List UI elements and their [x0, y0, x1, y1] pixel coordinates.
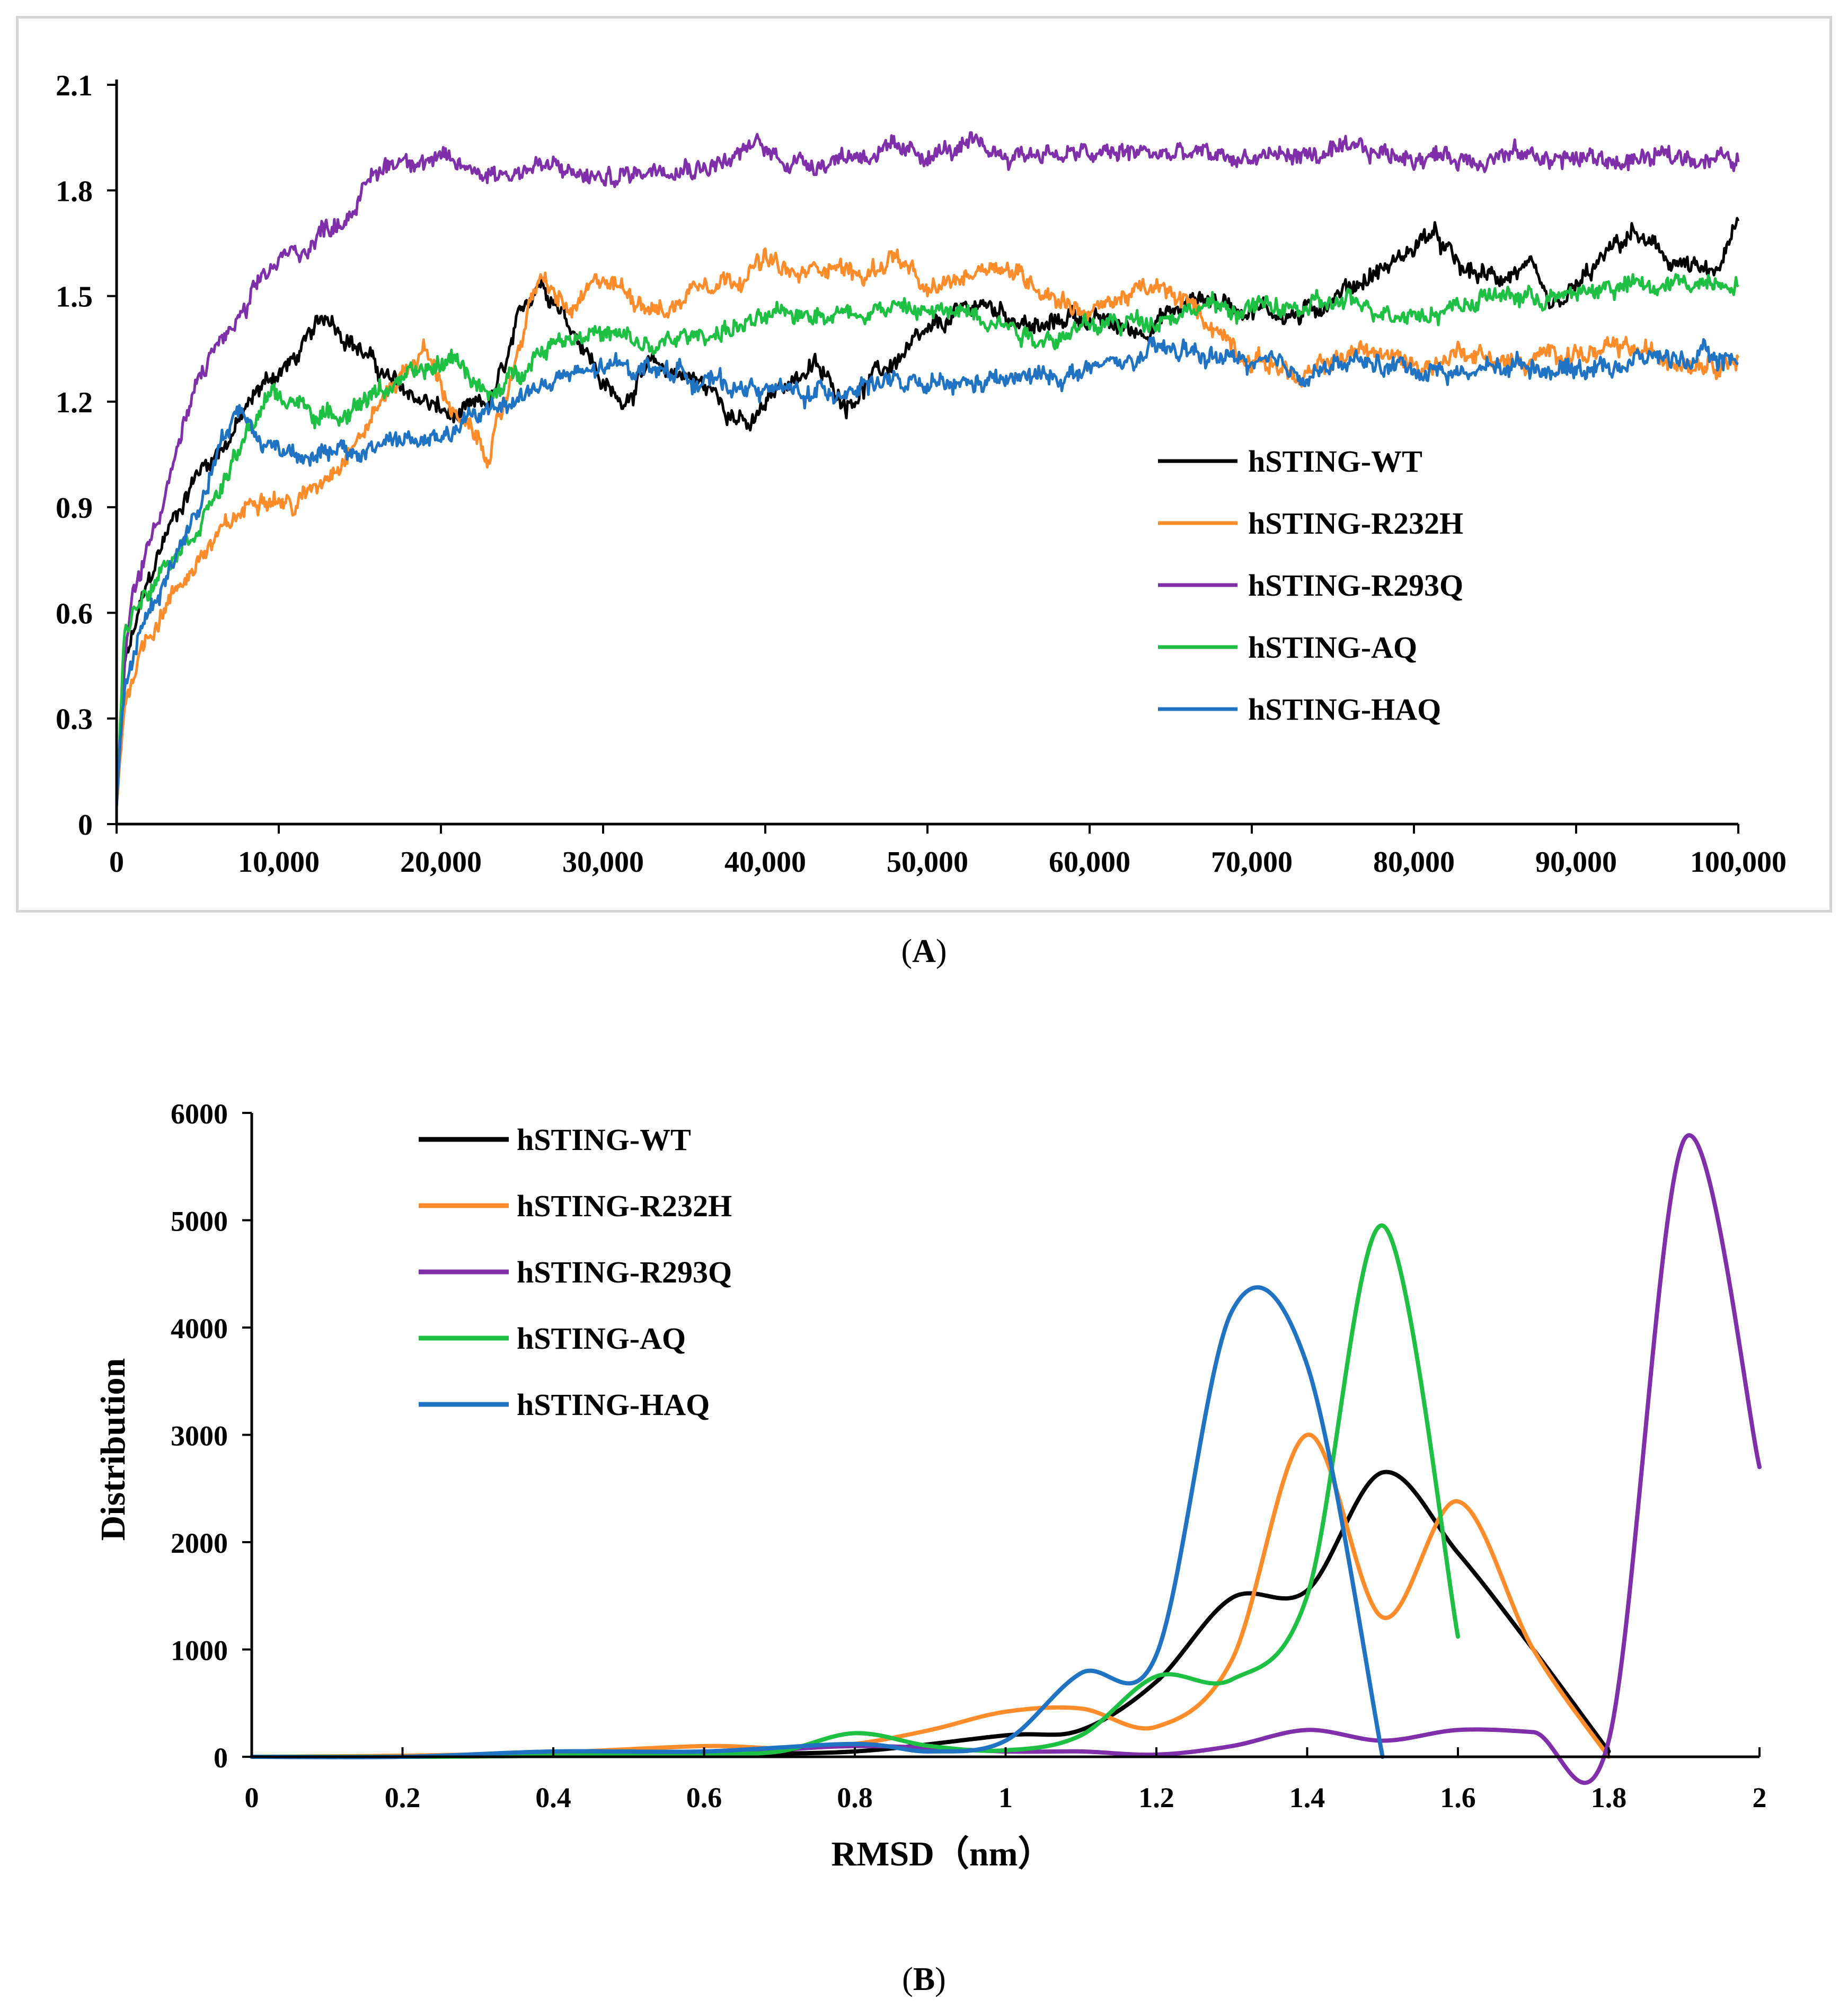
series-curve-hsting-aq	[250, 1223, 1460, 1759]
x-tick-label: 0	[109, 846, 124, 879]
series-curve-hsting-r293q	[250, 1133, 1762, 1785]
legend-label-hsting-r293q: hSTING-R293Q	[517, 1255, 732, 1289]
x-tick-label: 80,000	[1373, 846, 1455, 879]
x-tick-label: 0.4	[535, 1782, 571, 1814]
x-tick-label: 10,000	[238, 846, 320, 879]
y-tick-label: 0.9	[56, 492, 93, 525]
x-tick-label: 0.6	[686, 1782, 722, 1814]
legend-label-hsting-haq: hSTING-HAQ	[517, 1387, 710, 1422]
x-tick-label: 1	[998, 1782, 1013, 1814]
legend-label-hsting-r232h: hSTING-R232H	[517, 1189, 732, 1223]
y-tick-label: 5000	[171, 1206, 228, 1237]
series-curve-hsting-wt	[250, 1470, 1611, 1759]
x-tick-label: 30,000	[562, 846, 644, 879]
legend-label-hsting-r293q: hSTING-R293Q	[1248, 568, 1463, 603]
legend-label-hsting-aq: hSTING-AQ	[1248, 630, 1417, 665]
x-tick-label: 0.2	[385, 1782, 421, 1814]
series-line-hsting-r293q	[115, 131, 1740, 807]
panel-a-frame	[16, 16, 1832, 913]
x-axis-title: RMSD（nm）	[831, 1834, 1053, 1873]
y-tick-label: 2.1	[56, 69, 93, 102]
y-axis-title: Distribution	[94, 1358, 132, 1541]
y-tick-label: 2000	[171, 1527, 228, 1559]
y-tick-label: 1.2	[56, 386, 93, 419]
legend-label-hsting-r232h: hSTING-R232H	[1248, 506, 1463, 541]
x-tick-label: 60,000	[1049, 846, 1130, 879]
x-tick-label: 1.4	[1289, 1782, 1325, 1814]
x-tick-label: 40,000	[724, 846, 806, 879]
y-tick-label: 6000	[171, 1098, 228, 1130]
y-tick-label: 0.6	[56, 597, 93, 630]
x-tick-label: 100,000	[1690, 846, 1787, 879]
x-tick-label: 1.2	[1138, 1782, 1174, 1814]
x-tick-label: 0.8	[837, 1782, 873, 1814]
y-tick-label: 0	[78, 809, 93, 842]
caption-b: (B)	[902, 1961, 946, 1997]
series-curve-hsting-haq	[250, 1285, 1385, 1759]
legend-label-hsting-aq: hSTING-AQ	[517, 1321, 686, 1356]
y-tick-label: 0.3	[56, 703, 93, 736]
x-tick-label: 1.6	[1440, 1782, 1476, 1814]
y-tick-label: 1.8	[56, 175, 93, 208]
chart-b: 0 1000 2000 3000 4000 5000 6000 0 0.2 0.4 0.6 0.8 1 1…	[94, 1098, 1767, 1873]
legend-label-hsting-haq: hSTING-HAQ	[1248, 692, 1441, 727]
x-tick-label: 0	[245, 1782, 259, 1814]
x-tick-label: 1.8	[1591, 1782, 1627, 1814]
caption-a: (A)	[901, 933, 947, 969]
x-tick-label: 70,000	[1211, 846, 1293, 879]
y-tick-label: 1.5	[56, 281, 93, 314]
y-tick-label: 3000	[171, 1420, 228, 1452]
chart-a: 0 0.3 0.6 0.9 1.2 1.5 1.8 2.1 0 10,000 20,000 30,00…	[56, 69, 1787, 879]
series-line-hsting-wt	[115, 217, 1740, 807]
y-tick-label: 1000	[171, 1635, 228, 1667]
y-tick-label: 4000	[171, 1313, 228, 1344]
x-tick-label: 2	[1753, 1782, 1767, 1814]
y-tick-label: 0	[214, 1742, 228, 1774]
x-tick-label: 90,000	[1535, 846, 1617, 879]
x-tick-label: 20,000	[400, 846, 482, 879]
series-line-hsting-haq	[115, 336, 1739, 807]
x-tick-label: 50,000	[887, 846, 968, 879]
legend-label-hsting-wt: hSTING-WT	[517, 1122, 691, 1157]
legend-label-hsting-wt: hSTING-WT	[1248, 444, 1422, 479]
series-line-hsting-aq	[115, 273, 1739, 807]
